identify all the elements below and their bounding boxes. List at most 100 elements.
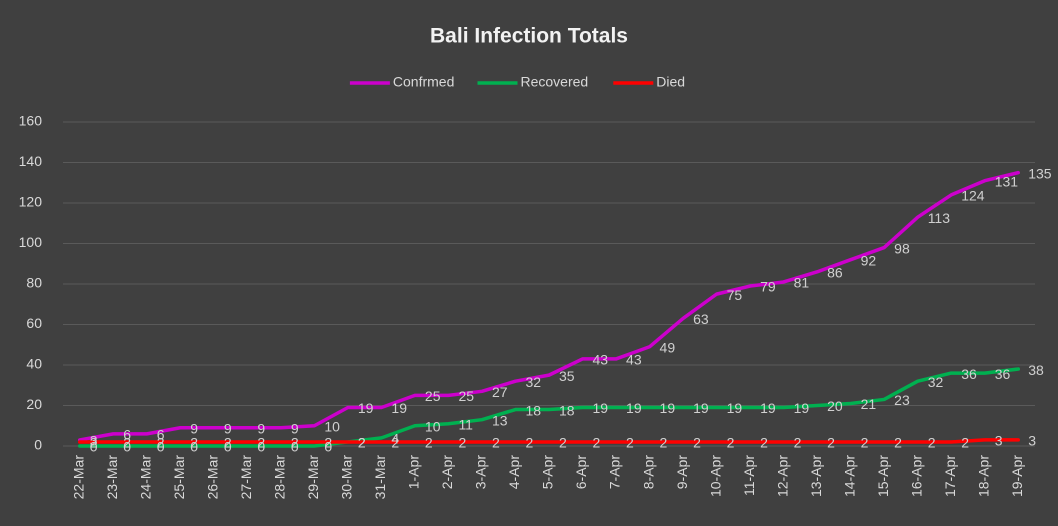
data-label: 2 (593, 435, 601, 451)
data-label: 0 (157, 439, 165, 455)
data-label: 19 (794, 400, 810, 416)
y-tick-label: 100 (19, 234, 43, 250)
data-label: 3 (1028, 433, 1036, 449)
data-label: 2 (157, 435, 165, 451)
data-label: 9 (291, 420, 299, 436)
x-tick-label: 8-Apr (640, 455, 656, 490)
data-label: 81 (794, 275, 810, 291)
legend-label: Confrmed (393, 74, 454, 90)
series-line (78, 438, 1020, 444)
data-label: 63 (693, 311, 709, 327)
x-tick-label: 7-Apr (607, 455, 623, 490)
data-label: 2 (257, 435, 265, 451)
data-label: 2 (794, 435, 802, 451)
data-label: 2 (894, 435, 902, 451)
data-label: 18 (525, 402, 541, 418)
data-label: 2 (961, 435, 969, 451)
data-label: 0 (291, 439, 299, 455)
data-label: 11 (458, 416, 473, 432)
data-label: 0 (190, 439, 198, 455)
y-tick-label: 20 (26, 396, 42, 412)
x-tick-label: 16-Apr (908, 455, 924, 497)
data-label: 2 (727, 435, 735, 451)
data-label: 43 (626, 352, 642, 368)
x-tick-label: 11-Apr (741, 455, 757, 496)
data-label: 79 (760, 279, 776, 295)
y-tick-label: 60 (26, 315, 42, 331)
x-tick-label: 27-Mar (238, 455, 254, 500)
data-label: 2 (425, 435, 433, 451)
x-tick-label: 3-Apr (473, 455, 489, 490)
x-tick-label: 31-Mar (372, 455, 388, 500)
data-label: 19 (593, 400, 609, 416)
x-tick-label: 22-Mar (70, 455, 86, 500)
data-label: 49 (660, 339, 676, 355)
data-label: 19 (727, 400, 743, 416)
data-label: 6 (123, 427, 131, 443)
data-label: 131 (995, 173, 1019, 189)
x-tick-label: 19-Apr (1009, 455, 1025, 497)
data-label: 25 (458, 388, 474, 404)
data-label: 27 (492, 384, 508, 400)
x-tick-label: 23-Mar (104, 455, 120, 500)
data-label: 135 (1028, 165, 1052, 181)
data-label: 10 (324, 418, 340, 434)
data-label: 43 (593, 352, 609, 368)
data-label: 2 (861, 435, 869, 451)
data-label: 86 (827, 265, 843, 281)
x-tick-label: 17-Apr (942, 455, 958, 497)
data-label: 2 (90, 435, 98, 451)
data-label: 3 (90, 433, 98, 449)
data-label: 2 (190, 435, 198, 451)
y-tick-label: 0 (34, 437, 42, 453)
legend-label: Recovered (521, 74, 589, 90)
data-label: 113 (928, 210, 951, 226)
x-tick-label: 1-Apr (406, 455, 422, 490)
data-label: 0 (123, 439, 131, 455)
x-tick-label: 12-Apr (774, 455, 790, 497)
x-tick-label: 30-Mar (339, 455, 355, 500)
y-tick-label: 80 (26, 275, 42, 291)
data-label: 36 (961, 366, 977, 382)
x-tick-label: 10-Apr (707, 455, 723, 497)
x-tick-label: 26-Mar (205, 455, 221, 500)
data-label: 2 (660, 435, 668, 451)
data-label: 2 (458, 435, 466, 451)
x-tick-label: 25-Mar (171, 455, 187, 500)
data-label: 9 (190, 420, 198, 436)
data-label: 25 (425, 388, 441, 404)
data-label: 0 (90, 439, 98, 455)
data-label: 38 (1028, 362, 1044, 378)
series-line (78, 367, 1020, 448)
data-label: 10 (425, 418, 441, 434)
data-label: 0 (257, 439, 265, 455)
x-tick-label: 9-Apr (674, 455, 690, 490)
data-label: 19 (760, 400, 776, 416)
data-label: 2 (928, 435, 936, 451)
data-label: 75 (727, 287, 743, 303)
y-tick-label: 160 (19, 113, 43, 129)
data-label: 92 (861, 252, 877, 268)
data-label: 21 (861, 396, 877, 412)
data-label: 2 (492, 435, 500, 451)
data-label: 2 (827, 435, 835, 451)
x-tick-label: 4-Apr (506, 455, 522, 490)
data-label: 13 (492, 412, 508, 428)
data-label: 32 (928, 374, 944, 390)
data-label: 0 (324, 439, 332, 455)
legend-label: Died (656, 74, 685, 90)
data-label: 2 (123, 435, 131, 451)
data-label: 32 (525, 374, 541, 390)
data-label: 19 (693, 400, 709, 416)
data-label: 2 (324, 435, 332, 451)
data-label: 124 (961, 188, 985, 204)
data-label: 2 (291, 435, 299, 451)
data-label: 20 (827, 398, 843, 414)
x-tick-label: 6-Apr (573, 455, 589, 490)
x-tick-label: 29-Mar (305, 455, 321, 500)
data-label: 3 (995, 433, 1003, 449)
